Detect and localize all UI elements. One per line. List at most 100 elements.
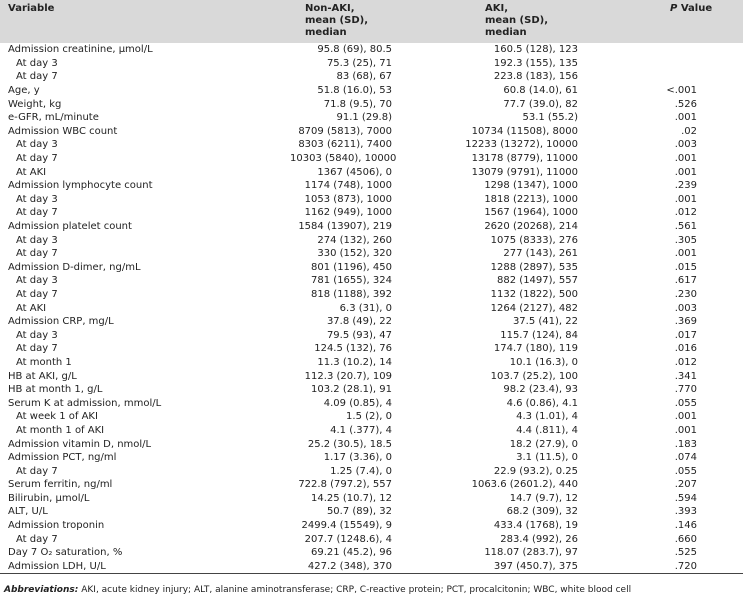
cell-text: .207 [674, 479, 697, 491]
cell-text: .001 [674, 424, 697, 436]
cell-text: 1818 (2213), 1000 [484, 193, 578, 205]
table-cell: .393 [586, 505, 743, 519]
table-row: Admission vitamin D, nmol/L 25.2 (30.5), … [0, 437, 743, 451]
table-cell: .369 [586, 315, 743, 329]
table-row: At month 1 11.3 (10.2), 14 10.1 (16.3), 0.… [0, 356, 743, 370]
table-cell: 18.2 (27.9), 0 [400, 437, 586, 451]
cell-text: At AKI [16, 166, 47, 178]
table-cell: 1075 (8333), 276 [400, 233, 586, 247]
cell-text: 330 (152), 320 [317, 248, 392, 260]
table-cell: 4.1 (.377), 4 [290, 424, 400, 438]
header-row: Variable Non-AKI, mean (SD), median AKI, m… [0, 0, 743, 43]
cell-text: 801 (1196), 450 [311, 261, 392, 273]
table-cell: 98.2 (23.4), 93 [400, 383, 586, 397]
cell-text: 4.09 (0.85), 4 [323, 397, 392, 409]
cell-text: 174.7 (180), 119 [493, 343, 578, 355]
table-row: At day 7 10303 (5840), 10000 13178 (8779),… [0, 152, 743, 166]
table-cell: 8303 (6211), 7400 [290, 138, 400, 152]
header-text: P [670, 3, 678, 14]
table-cell: 818 (1188), 392 [290, 288, 400, 302]
table-row: At AKI 6.3 (31), 0 1264 (2127), 482 .003 [0, 301, 743, 315]
cell-text: .001 [674, 411, 697, 423]
table-cell: 274 (132), 260 [290, 233, 400, 247]
table-cell: 283.4 (992), 26 [400, 532, 586, 546]
table-cell: At day 7 [0, 206, 290, 220]
table-cell: Admission LDH, U/L [0, 559, 290, 575]
table-row: At day 3 75.3 (25), 71 192.3 (155), 135 [0, 57, 743, 71]
cell-text: Bilirubin, μmol/L [8, 492, 90, 504]
cell-text: 103.2 (28.1), 91 [311, 384, 392, 396]
table-cell: 79.5 (93), 47 [290, 328, 400, 342]
table-row: Admission lymphocyte count 1174 (748), 10… [0, 179, 743, 193]
cell-text: At day 7 [16, 248, 58, 260]
table-cell: 69.21 (45.2), 96 [290, 546, 400, 560]
table-cell: At month 1 of AKI [0, 424, 290, 438]
cell-text: 51.8 (16.0), 53 [317, 85, 392, 97]
cell-text: .001 [674, 248, 697, 260]
table-cell: .003 [586, 138, 743, 152]
table-cell: Admission troponin [0, 519, 290, 533]
footnote-text: AKI, acute kidney injury; ALT, alanine a… [81, 585, 632, 595]
cell-text: .239 [674, 180, 697, 192]
cell-text: <.001 [666, 85, 697, 97]
cell-text: 14.25 (10.7), 12 [311, 492, 392, 504]
table-row: At day 7 1.25 (7.4), 0 22.9 (93.2), 0.25 .0… [0, 464, 743, 478]
cell-text: 10734 (11508), 8000 [471, 125, 578, 137]
table-cell: 12233 (13272), 10000 [400, 138, 586, 152]
table-cell: At day 3 [0, 138, 290, 152]
table-cell: <.001 [586, 84, 743, 98]
cell-text: 223.8 (183), 156 [493, 71, 578, 83]
table-cell: 882 (1497), 557 [400, 274, 586, 288]
cell-text: 274 (132), 260 [317, 234, 392, 246]
cell-text: .017 [674, 329, 697, 341]
table-cell: At day 7 [0, 247, 290, 261]
cell-text: At day 7 [16, 533, 58, 545]
cell-text: 12233 (13272), 10000 [465, 139, 578, 151]
cell-text: .016 [674, 343, 697, 355]
table-row: At day 7 124.5 (132), 76 174.7 (180), 119.… [0, 342, 743, 356]
table-row: At day 3 781 (1655), 324 882 (1497), 557 .6… [0, 274, 743, 288]
table-cell: 1063.6 (2601.2), 440 [400, 478, 586, 492]
cell-text: 1.5 (2), 0 [346, 411, 392, 423]
cell-text: 1298 (1347), 1000 [484, 180, 578, 192]
table-cell: 95.8 (69), 80.5 [290, 43, 400, 57]
table-row: At day 3 8303 (6211), 7400 12233 (13272), … [0, 138, 743, 152]
cell-text: 4.6 (0.86), 4.1 [506, 397, 578, 409]
table-cell: 77.7 (39.0), 82 [400, 97, 586, 111]
cell-text: 2499.4 (15549), 9 [301, 520, 392, 532]
table-cell: ALT, U/L [0, 505, 290, 519]
cell-text: 8709 (5813), 7000 [298, 125, 392, 137]
table-cell: .305 [586, 233, 743, 247]
table-cell: 433.4 (1768), 19 [400, 519, 586, 533]
cell-text: 1264 (2127), 482 [490, 302, 578, 314]
table-cell: 37.5 (41), 22 [400, 315, 586, 329]
cell-text: 10303 (5840), 10000 [290, 153, 397, 165]
cell-text: 722.8 (797.2), 557 [298, 479, 392, 491]
cell-text: .720 [674, 560, 697, 572]
table-cell: 781 (1655), 324 [290, 274, 400, 288]
table-cell: 722.8 (797.2), 557 [290, 478, 400, 492]
table-row: Admission LDH, U/L 427.2 (348), 370 397 (4… [0, 559, 743, 575]
table-cell: 13178 (8779), 11000 [400, 152, 586, 166]
cell-text: At month 1 [16, 356, 72, 368]
cell-text: 1063.6 (2601.2), 440 [471, 479, 578, 491]
table-cell: 68.2 (309), 32 [400, 505, 586, 519]
table-cell: At day 3 [0, 274, 290, 288]
table-cell: 2620 (20268), 214 [400, 220, 586, 234]
table-cell: 51.8 (16.0), 53 [290, 84, 400, 98]
table-cell: At day 7 [0, 152, 290, 166]
table-cell: 1174 (748), 1000 [290, 179, 400, 193]
cell-text: 4.1 (.377), 4 [330, 424, 392, 436]
cell-text: .561 [674, 221, 697, 233]
table-cell: 60.8 (14.0), 61 [400, 84, 586, 98]
table-cell: 1567 (1964), 1000 [400, 206, 586, 220]
header-text: mean (SD), median [485, 15, 548, 38]
table-cell: At day 3 [0, 328, 290, 342]
cell-text: 37.5 (41), 22 [512, 316, 578, 328]
cell-text: .146 [674, 520, 697, 532]
table-cell: At day 7 [0, 532, 290, 546]
table-row: Day 7 O₂ saturation, % 69.21 (45.2), 96 11… [0, 546, 743, 560]
table-cell: .017 [586, 328, 743, 342]
table-cell: Serum K at admission, mmol/L [0, 396, 290, 410]
cell-text: HB at AKI, g/L [8, 370, 77, 382]
